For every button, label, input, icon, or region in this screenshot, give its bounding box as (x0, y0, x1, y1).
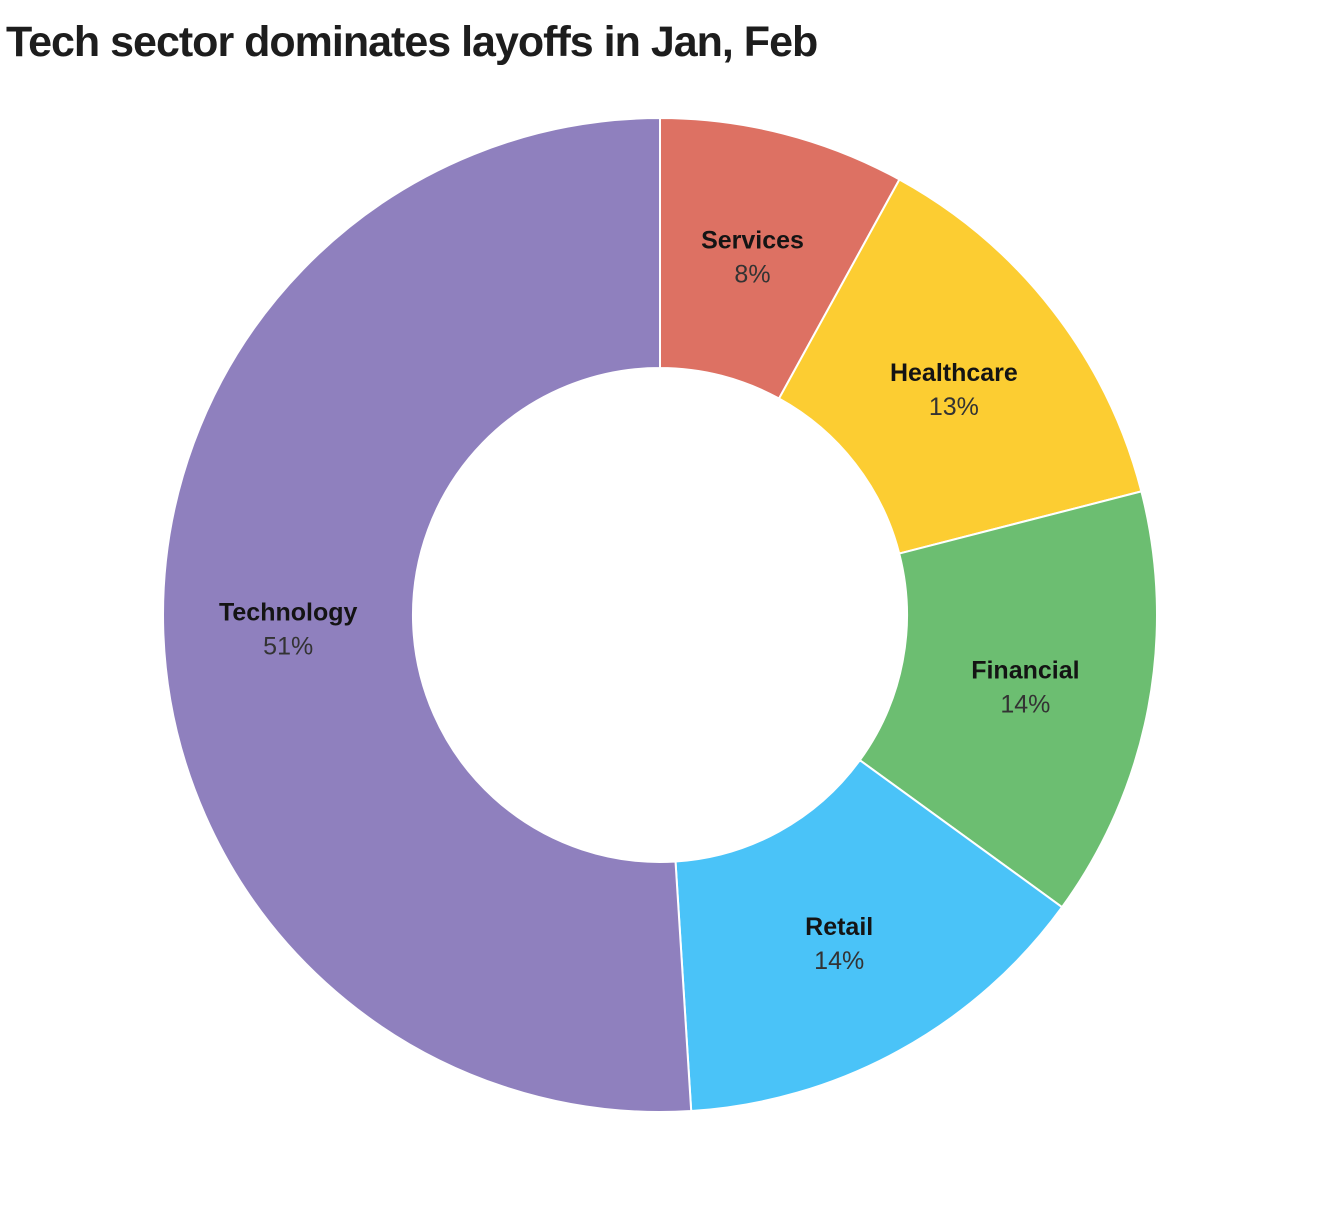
slice-technology[interactable] (162, 117, 693, 1113)
slice-healthcare[interactable] (777, 178, 1143, 555)
slice-label-technology: Technology (219, 599, 358, 627)
slice-percent-technology: 51% (263, 633, 313, 661)
slice-percent-healthcare: 13% (929, 393, 979, 421)
slice-retail[interactable] (674, 759, 1064, 1113)
slice-label-retail: Retail (805, 913, 873, 941)
slice-label-financial: Financial (971, 657, 1079, 685)
slice-financial[interactable] (858, 490, 1158, 909)
slice-percent-financial: 14% (1000, 691, 1050, 719)
slice-percent-retail: 14% (814, 947, 864, 975)
slice-label-services: Services (701, 227, 804, 255)
slice-label-healthcare: Healthcare (890, 359, 1018, 387)
slice-percent-services: 8% (734, 261, 770, 289)
chart-title: Tech sector dominates layoffs in Jan, Fe… (6, 18, 818, 66)
